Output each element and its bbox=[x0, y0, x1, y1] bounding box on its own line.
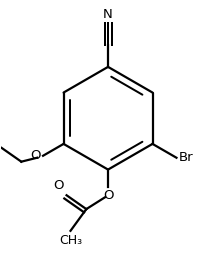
Text: O: O bbox=[31, 149, 41, 162]
Text: N: N bbox=[103, 8, 113, 22]
Text: O: O bbox=[53, 179, 64, 192]
Text: CH₃: CH₃ bbox=[59, 234, 82, 247]
Text: O: O bbox=[103, 189, 113, 202]
Text: Br: Br bbox=[178, 151, 193, 164]
